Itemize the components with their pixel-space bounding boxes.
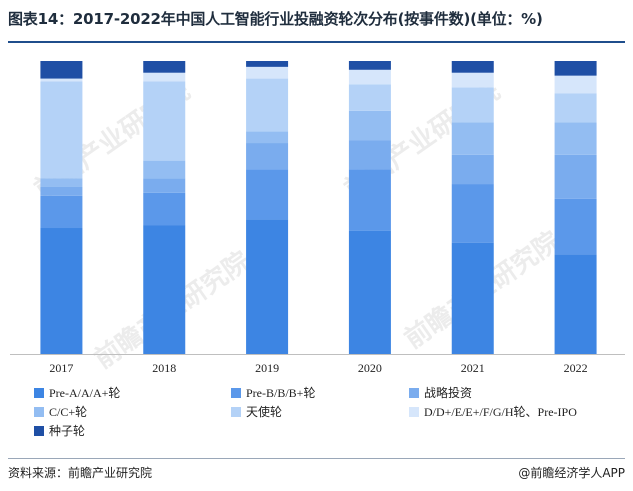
legend-label: 天使轮: [246, 405, 283, 419]
legend-item: Pre-B/B/B+轮: [231, 384, 315, 401]
bar-segment-2019-6: [246, 61, 289, 67]
legend-label: Pre-B/B/B+轮: [246, 386, 316, 400]
source-note: 资料来源：前瞻产业研究院: [8, 466, 153, 480]
bar-segment-2020-1: [348, 169, 391, 231]
legend-label: D/D+/E/E+/F/G/H轮、Pre-IPO: [424, 405, 577, 419]
bar-segment-2019-2: [246, 143, 289, 170]
bar-segment-2020-6: [348, 61, 391, 70]
bar-segment-2019-0: [246, 219, 289, 354]
x-tick-label: 2020: [358, 361, 382, 375]
bar-segment-2020-5: [348, 69, 391, 85]
bar-segment-2022-5: [554, 75, 597, 94]
bar-segment-2017-6: [40, 61, 83, 79]
bar-segment-2017-0: [40, 228, 83, 354]
bar-segment-2018-1: [143, 192, 186, 226]
bar-segment-2020-3: [348, 110, 391, 141]
title-divider: [8, 41, 625, 43]
bar-segment-2017-5: [40, 78, 83, 82]
bar-segment-2021-0: [451, 242, 494, 354]
bar-segment-2022-0: [554, 254, 597, 354]
footer-divider: [8, 458, 625, 459]
bar-segment-2018-2: [143, 178, 186, 193]
bar-segment-2021-4: [451, 87, 494, 123]
legend-swatch: [409, 387, 419, 398]
bar-segment-2018-6: [143, 61, 186, 73]
bar-segment-2019-5: [246, 66, 289, 79]
x-tick-label: 2017: [49, 361, 73, 375]
bar-segment-2022-6: [554, 61, 597, 76]
bar-segment-2017-4: [40, 81, 83, 179]
bar-segment-2019-1: [246, 169, 289, 220]
bar-segment-2020-2: [348, 140, 391, 170]
bar-segment-2022-2: [554, 154, 597, 199]
bar-segment-2018-4: [143, 81, 186, 161]
bar-segment-2021-6: [451, 61, 494, 73]
bar-segment-2019-4: [246, 78, 289, 132]
legend-label: Pre-A/A/A+轮: [49, 386, 121, 400]
legend-label: 战略投资: [424, 386, 473, 400]
bar-segment-2022-3: [554, 122, 597, 155]
bar-segment-2021-1: [451, 184, 494, 243]
legend-label: C/C+轮: [49, 405, 88, 419]
bar-segment-2017-2: [40, 186, 83, 196]
bar-segment-2019-3: [246, 131, 289, 144]
stacked-bar-chart: 2017 2018 2019 2020 2021 2022: [10, 61, 625, 375]
legend-item: 种子轮: [34, 422, 85, 439]
legend-swatch: [409, 406, 419, 417]
bar-segment-2018-0: [143, 225, 186, 354]
legend-item: D/D+/E/E+/F/G/H轮、Pre-IPO: [409, 403, 577, 420]
chart-title: 图表14：2017-2022年中国人工智能行业投融资轮次分布(按事件数)(单位：…: [8, 10, 543, 28]
legend-swatch: [34, 406, 44, 417]
bar-segment-2020-0: [348, 230, 391, 354]
bar-segment-2018-3: [143, 160, 186, 179]
legend-label: 种子轮: [49, 424, 86, 438]
bar-segment-2017-1: [40, 195, 83, 229]
x-tick-label: 2019: [255, 361, 279, 375]
brand-credit: @前瞻经济学人APP: [518, 466, 625, 480]
legend-item: Pre-A/A/A+轮: [34, 384, 120, 401]
bar-segment-2021-5: [451, 72, 494, 88]
bar-segment-2022-4: [554, 93, 597, 123]
x-tick-label: 2021: [461, 361, 485, 375]
legend-swatch: [34, 387, 44, 398]
bar-segment-2017-3: [40, 178, 83, 187]
bar-segment-2021-2: [451, 154, 494, 185]
x-tick-label: 2022: [564, 361, 588, 375]
bar-segment-2022-1: [554, 198, 597, 255]
legend-swatch: [231, 387, 241, 398]
legend-item: C/C+轮: [34, 403, 87, 420]
legend-swatch: [231, 406, 241, 417]
x-tick-label: 2018: [152, 361, 176, 375]
legend-swatch: [34, 425, 44, 436]
bar-segment-2018-5: [143, 72, 186, 82]
bar-segment-2020-4: [348, 84, 391, 111]
bar-segment-2021-3: [451, 122, 494, 155]
legend-item: 天使轮: [231, 403, 282, 420]
legend-item: 战略投资: [409, 384, 472, 401]
